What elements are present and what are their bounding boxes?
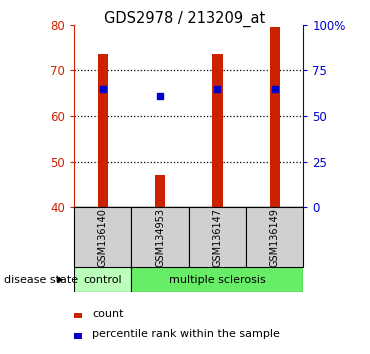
FancyBboxPatch shape (189, 207, 246, 267)
Text: GSM134953: GSM134953 (155, 208, 165, 267)
Text: count: count (92, 309, 124, 319)
Text: percentile rank within the sample: percentile rank within the sample (92, 329, 280, 339)
Bar (270, 27, 280, 207)
Bar (155, 175, 165, 207)
Text: GDS2978 / 213209_at: GDS2978 / 213209_at (104, 11, 266, 27)
Text: control: control (83, 275, 122, 285)
Text: disease state: disease state (4, 275, 78, 285)
FancyBboxPatch shape (74, 267, 131, 292)
Bar (212, 55, 222, 207)
Text: GSM136149: GSM136149 (270, 208, 280, 267)
Text: GSM136147: GSM136147 (212, 208, 222, 267)
FancyBboxPatch shape (131, 267, 303, 292)
Bar (74, 333, 82, 339)
Text: multiple sclerosis: multiple sclerosis (169, 275, 266, 285)
Text: GSM136140: GSM136140 (98, 208, 108, 267)
FancyBboxPatch shape (74, 207, 131, 267)
FancyBboxPatch shape (131, 207, 189, 267)
Bar (74, 313, 82, 318)
FancyBboxPatch shape (246, 207, 303, 267)
Bar (98, 55, 108, 207)
